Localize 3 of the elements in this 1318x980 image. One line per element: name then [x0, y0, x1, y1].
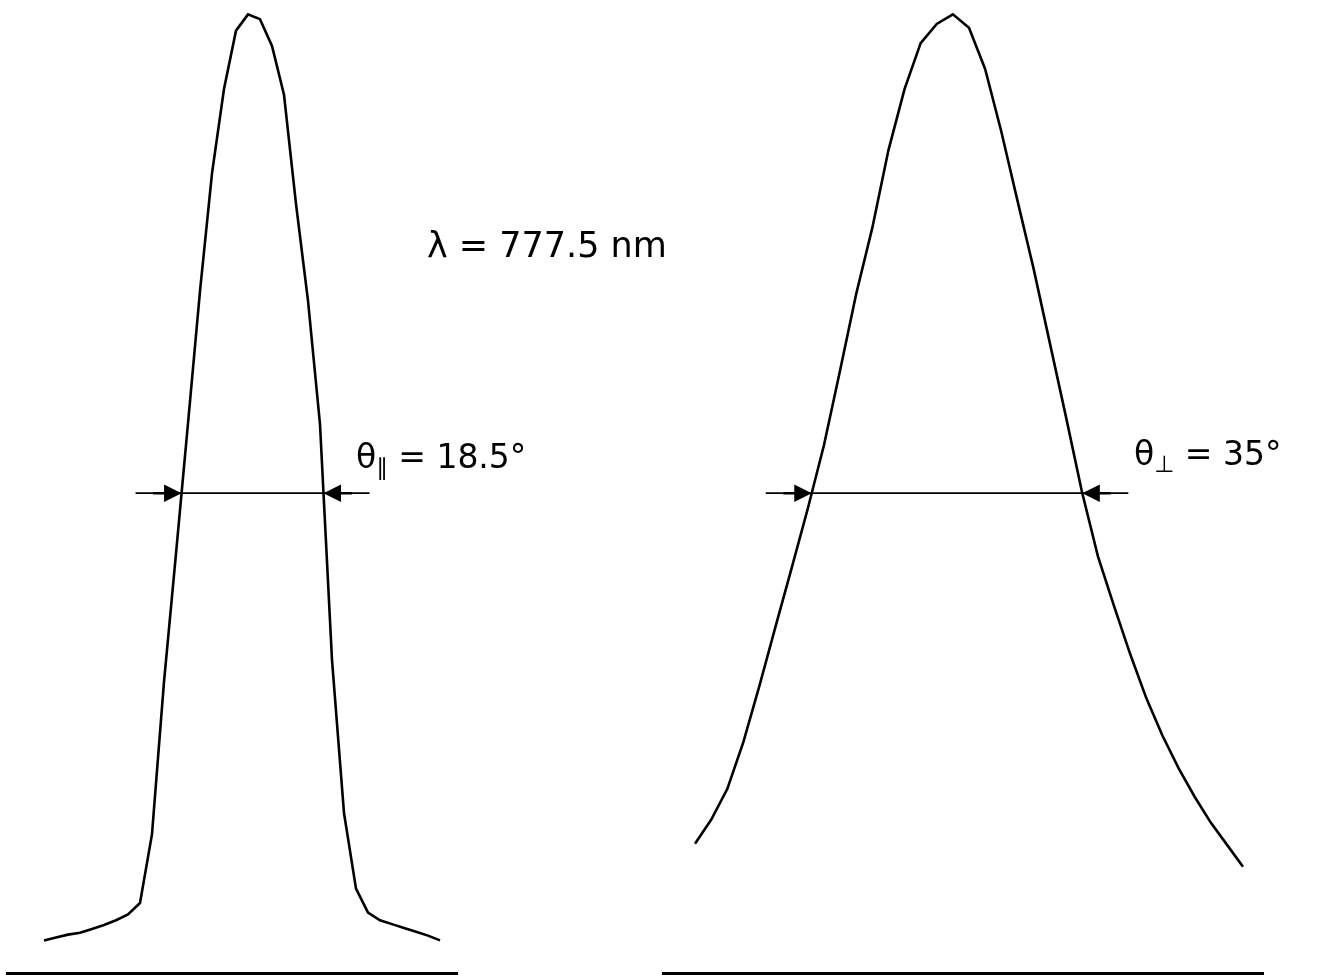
annotation: λ = 777.5 nm [427, 225, 667, 265]
annotation: θ$_{∥}$ = 18.5° [356, 437, 527, 480]
annotation: θ$_{⊥}$ = 35° [1134, 434, 1282, 477]
